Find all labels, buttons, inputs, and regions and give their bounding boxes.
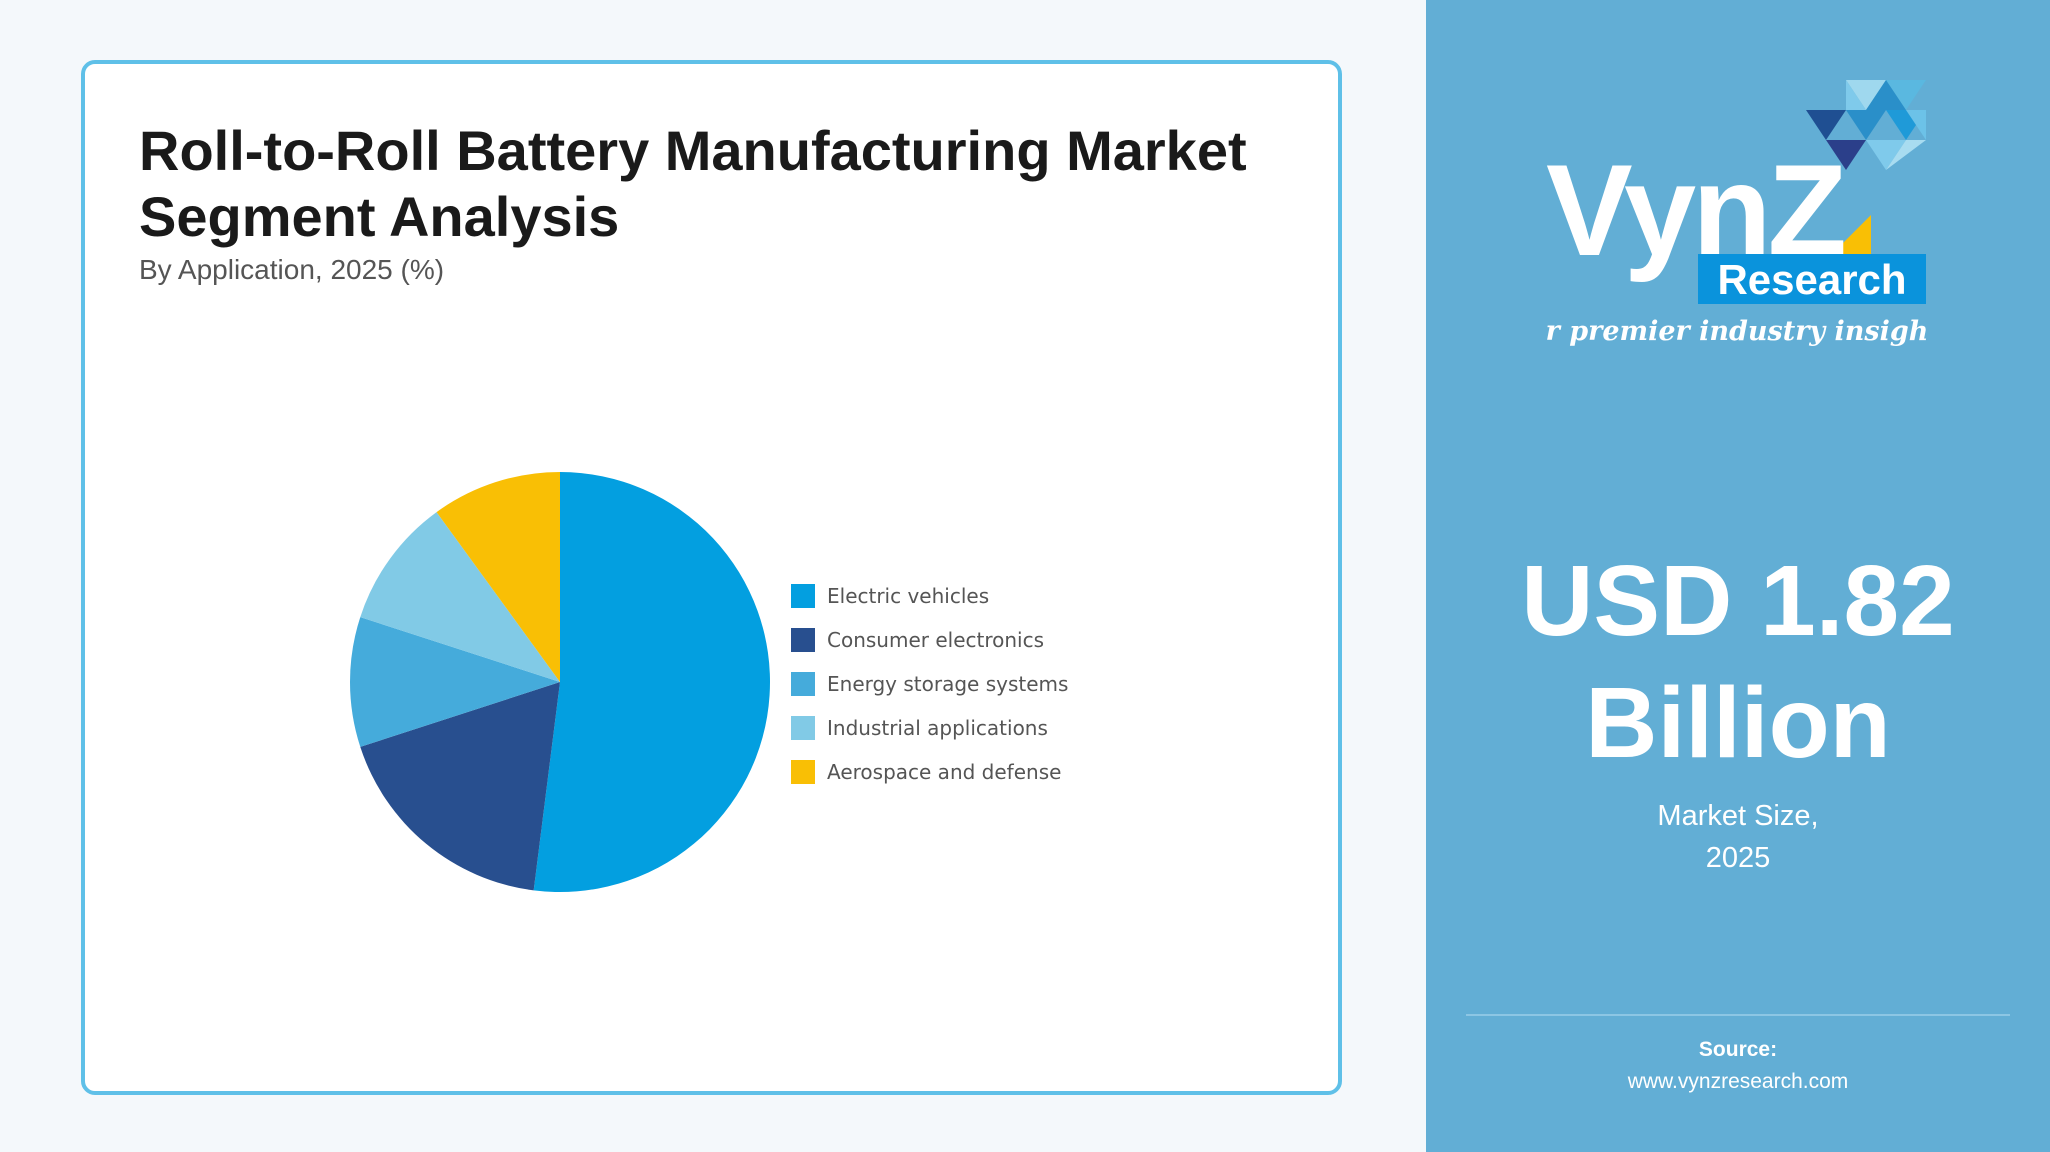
pie-legend: Electric vehicles Consumer electronics Ene…	[791, 584, 1068, 784]
pie-chart: Electric vehicles Consumer electronics Ene…	[85, 64, 1338, 1091]
legend-label: Electric vehicles	[827, 584, 989, 608]
market-size-value: USD 1.82 Billion	[1426, 540, 2050, 784]
source-label: Source:	[1426, 1038, 2050, 1062]
legend-label: Industrial applications	[827, 716, 1048, 740]
legend-swatch	[791, 628, 815, 652]
legend-label: Energy storage systems	[827, 672, 1068, 696]
legend-swatch	[791, 584, 815, 608]
divider	[1466, 1014, 2010, 1016]
market-size-caption: Market Size, 2025	[1426, 795, 2050, 879]
vynz-research-logo: VynZ Research for premier industry insig…	[1546, 70, 1926, 360]
logo-badge-text: Research	[1717, 256, 1906, 303]
market-size-caption-line2: 2025	[1426, 837, 2050, 879]
pie-slice-electric-vehicles	[534, 472, 770, 892]
legend-swatch	[791, 760, 815, 784]
source-url[interactable]: www.vynzresearch.com	[1426, 1070, 2050, 1094]
legend-swatch	[791, 672, 815, 696]
chart-card: Roll-to-Roll Battery Manufacturing Marke…	[81, 60, 1342, 1095]
legend-label: Aerospace and defense	[827, 760, 1061, 784]
side-panel: VynZ Research for premier industry insig…	[1426, 0, 2050, 1152]
legend-swatch	[791, 716, 815, 740]
pie-slices	[350, 472, 770, 892]
market-size-caption-line1: Market Size,	[1426, 795, 2050, 837]
legend-label: Consumer electronics	[827, 628, 1044, 652]
logo-tagline: for premier industry insights	[1546, 316, 1926, 347]
